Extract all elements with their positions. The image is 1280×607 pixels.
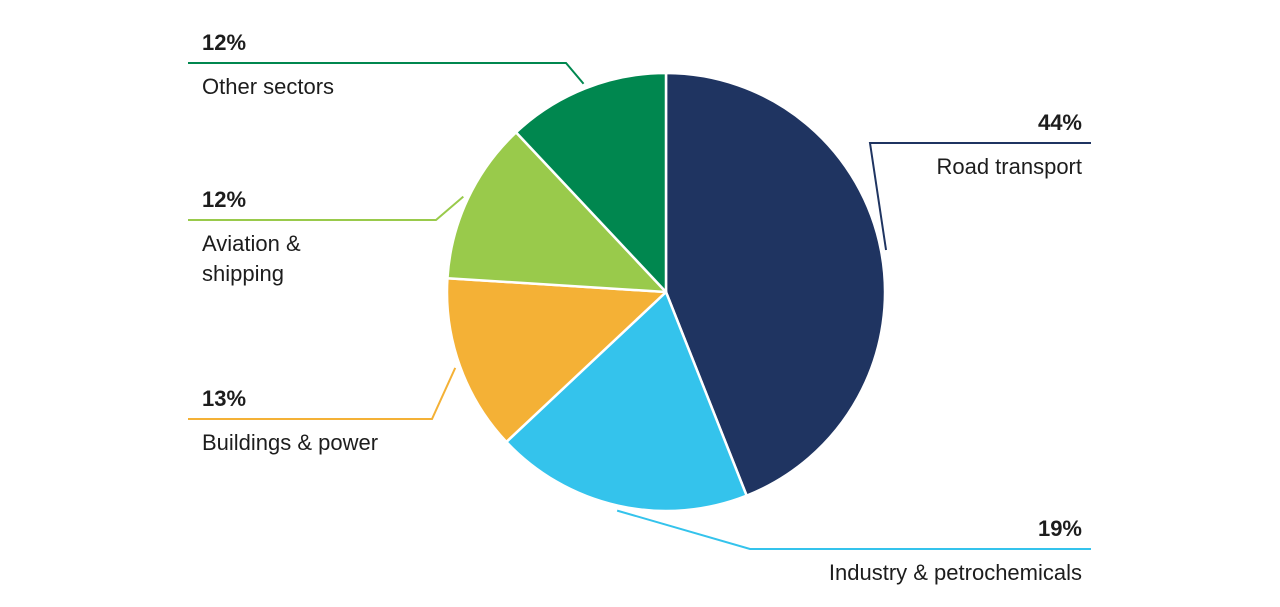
value-label-industry-and-petrochemicals: 19% bbox=[1038, 516, 1082, 541]
pie-slice-other-sectors bbox=[514, 71, 668, 294]
pie-slice-road-transport bbox=[664, 71, 887, 497]
category-label-other-sectors: Other sectors bbox=[202, 74, 334, 99]
pie-labels: 44% Road transport 19% Industry & petrochem… bbox=[188, 30, 1091, 585]
category-label-road-transport: Road transport bbox=[936, 154, 1082, 179]
category-label-aviation-and-shipping-line-1: Aviation & bbox=[202, 231, 301, 256]
pie-slice-industry-and-petrochemicals bbox=[505, 290, 748, 513]
category-label-buildings-and-power: Buildings & power bbox=[202, 430, 378, 455]
category-label-industry-and-petrochemicals: Industry & petrochemicals bbox=[829, 560, 1082, 585]
value-label-aviation-and-shipping: 12% bbox=[202, 187, 246, 212]
leader-line-other-sectors bbox=[188, 62, 585, 85]
pie-slice-buildings-and-power bbox=[445, 276, 668, 444]
leader-line-road-transport bbox=[868, 142, 1091, 251]
pie-slices bbox=[445, 71, 887, 513]
value-label-other-sectors: 12% bbox=[202, 30, 246, 55]
value-label-road-transport: 44% bbox=[1038, 110, 1082, 135]
pie-slice-aviation-and-shipping bbox=[446, 131, 668, 294]
leader-line-aviation-and-shipping bbox=[188, 195, 464, 221]
category-label-aviation-and-shipping-line-2: shipping bbox=[202, 261, 284, 286]
leader-line-buildings-and-power bbox=[188, 367, 457, 420]
value-label-buildings-and-power: 13% bbox=[202, 386, 246, 411]
leader-line-industry-and-petrochemicals bbox=[616, 509, 1091, 550]
